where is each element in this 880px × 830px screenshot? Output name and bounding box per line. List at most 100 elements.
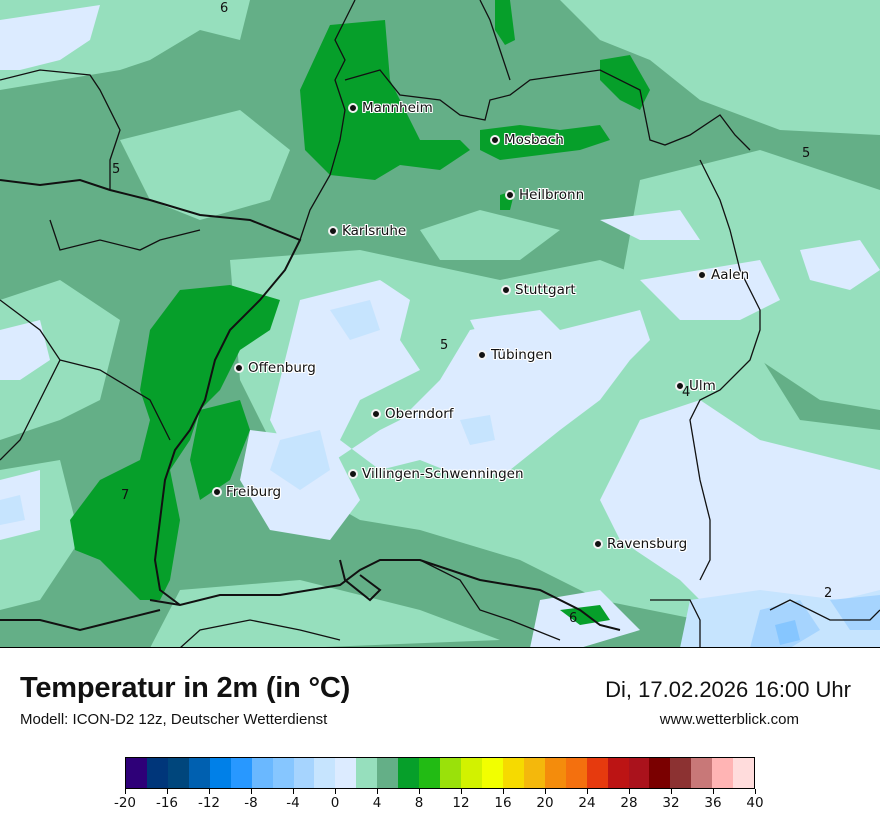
colorbar-segment	[649, 758, 671, 788]
city-marker-ulm[interactable]: Ulm	[675, 378, 716, 394]
city-dot-icon	[490, 135, 500, 145]
colorbar-segment	[502, 758, 524, 788]
colorbar-tick-label: 0	[330, 795, 340, 811]
city-label: Offenburg	[248, 360, 316, 376]
colorbar-tick-label: 20	[536, 795, 554, 811]
city-label: Ravensburg	[607, 536, 688, 552]
colorbar-segment	[314, 758, 336, 788]
colorbar-tick-label: -4	[286, 795, 300, 811]
colorbar-segment	[544, 758, 566, 788]
city-label: Aalen	[711, 267, 750, 283]
city-dot-icon	[348, 103, 358, 113]
temperature-colorbar	[125, 757, 755, 789]
city-dot-icon	[697, 270, 707, 280]
colorbar-tick-mark	[712, 789, 714, 794]
contour-label: 5	[112, 162, 121, 177]
colorbar-tick-mark	[208, 789, 210, 794]
city-dot-icon	[371, 409, 381, 419]
map-footer: Temperatur in 2m (in °C) Modell: ICON-D2…	[0, 648, 880, 830]
city-marker-aalen[interactable]: Aalen	[697, 267, 749, 283]
colorbar-tick-mark	[628, 789, 630, 794]
colorbar-segment	[146, 758, 168, 788]
city-dot-icon	[501, 285, 511, 295]
colorbar-tick-label: -20	[113, 795, 137, 811]
colorbar-tick-mark	[502, 789, 504, 794]
city-label: Heilbronn	[519, 187, 585, 203]
temperature-map: Mannheim Mosbach Heilbronn Karlsruhe Aal…	[0, 0, 880, 648]
city-marker-mannheim[interactable]: Mannheim	[348, 100, 433, 116]
city-marker-tuebingen[interactable]: Tübingen	[477, 347, 552, 363]
colorbar-tick-mark	[586, 789, 588, 794]
colorbar-tick-label: -12	[197, 795, 221, 811]
colorbar-tick-label: 8	[414, 795, 424, 811]
colorbar-segment	[335, 758, 357, 788]
colorbar-segment	[293, 758, 315, 788]
city-marker-heilbronn[interactable]: Heilbronn	[505, 187, 584, 203]
colorbar-segment	[607, 758, 629, 788]
colorbar-tick-mark	[670, 789, 672, 794]
colorbar-segment	[230, 758, 252, 788]
colorbar-tick-mark	[166, 789, 168, 794]
city-dot-icon	[505, 190, 515, 200]
website-link[interactable]: www.wetterblick.com	[659, 711, 799, 728]
city-label: Karlsruhe	[342, 223, 407, 239]
colorbar-tick-mark	[250, 789, 252, 794]
colorbar-segment	[356, 758, 378, 788]
city-label: Villingen-Schwenningen	[362, 466, 524, 482]
colorbar-segment	[481, 758, 503, 788]
colorbar-tick-label: 32	[662, 795, 680, 811]
colorbar-segment	[712, 758, 734, 788]
colorbar-segment	[167, 758, 189, 788]
contour-label: 4	[682, 385, 691, 400]
city-marker-villingen-schwenningen[interactable]: Villingen-Schwenningen	[348, 466, 524, 482]
city-marker-mosbach[interactable]: Mosbach	[490, 132, 564, 148]
colorbar-tick-mark	[334, 789, 336, 794]
city-marker-stuttgart[interactable]: Stuttgart	[501, 282, 576, 298]
city-marker-freiburg[interactable]: Freiburg	[212, 484, 281, 500]
colorbar-tick-label: 36	[704, 795, 722, 811]
city-dot-icon	[477, 350, 487, 360]
colorbar-segment	[733, 758, 755, 788]
colorbar-tick-mark	[460, 789, 462, 794]
city-dot-icon	[234, 363, 244, 373]
contour-label: 2	[824, 586, 833, 601]
contour-label: 7	[121, 488, 130, 503]
city-label: Mannheim	[362, 100, 433, 116]
colorbar-tick-mark	[544, 789, 546, 794]
contour-label: 5	[440, 338, 449, 353]
colorbar-segment	[188, 758, 210, 788]
colorbar-tick-label: 28	[620, 795, 638, 811]
colorbar-segment	[272, 758, 294, 788]
colorbar-tick-label: 12	[452, 795, 470, 811]
colorbar-segment	[461, 758, 482, 788]
colorbar-tick-label: 24	[578, 795, 596, 811]
colorbar-tick-mark	[754, 789, 756, 794]
city-dot-icon	[328, 226, 338, 236]
colorbar-segment	[251, 758, 273, 788]
city-label: Freiburg	[226, 484, 282, 500]
city-marker-oberndorf[interactable]: Oberndorf	[371, 406, 454, 422]
colorbar-segment	[670, 758, 692, 788]
colorbar-segment	[419, 758, 441, 788]
city-marker-ravensburg[interactable]: Ravensburg	[593, 536, 687, 552]
city-marker-karlsruhe[interactable]: Karlsruhe	[328, 223, 406, 239]
colorbar-segment	[628, 758, 650, 788]
colorbar-ticks: -20 -16 -12 -8 -4 0 4 8 12 16 20 24 28 32 36 40	[114, 789, 764, 819]
colorbar-tick-label: 4	[372, 795, 382, 811]
city-label: Stuttgart	[515, 282, 576, 298]
colorbar-tick-label: 40	[746, 795, 764, 811]
city-marker-offenburg[interactable]: Offenburg	[234, 360, 316, 376]
colorbar-segment	[523, 758, 545, 788]
contour-label: 6	[220, 1, 229, 16]
valid-datetime: Di, 17.02.2026 16:00 Uhr	[605, 677, 851, 702]
colorbar-tick-label: 16	[494, 795, 512, 811]
city-dot-icon	[675, 381, 685, 391]
colorbar-tick-label: -16	[155, 795, 179, 811]
city-dot-icon	[348, 469, 358, 479]
colorbar-segment	[691, 758, 713, 788]
city-dot-icon	[212, 487, 222, 497]
colorbar-tick-mark	[124, 789, 126, 794]
colorbar-tick-label: -8	[244, 795, 258, 811]
map-title: Temperatur in 2m (in °C)	[20, 672, 351, 704]
colorbar-segment	[126, 758, 147, 788]
